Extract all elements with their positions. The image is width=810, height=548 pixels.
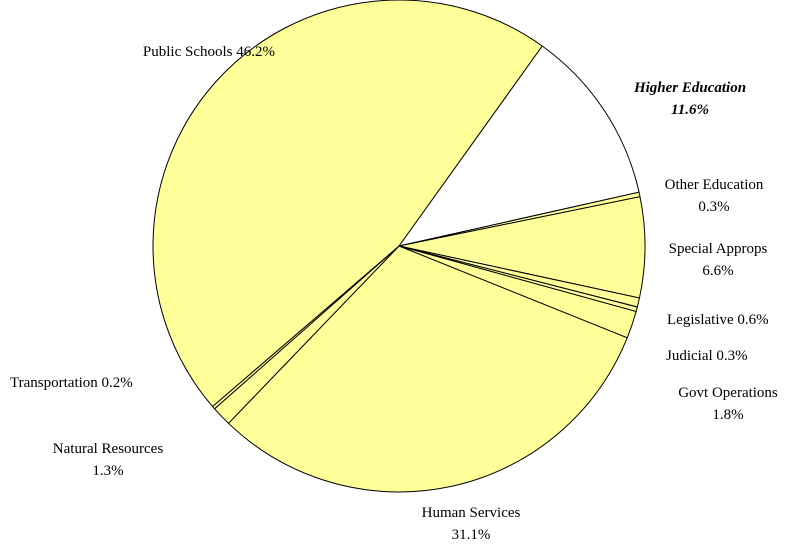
- label-public-schools: Public Schools 46.2%: [143, 41, 275, 63]
- label-human-services-name: Human Services: [421, 505, 521, 521]
- label-other-education-name: Other Education: [664, 177, 764, 193]
- label-public-schools-name: Public Schools: [142, 44, 233, 60]
- label-natural-resources-name: Natural Resources: [52, 441, 164, 457]
- pie-slice-human-services: [227, 245, 628, 493]
- label-judicial: Judicial 0.3%: [666, 345, 748, 367]
- label-transportation-value: 0.2%: [101, 375, 133, 391]
- label-higher-education: Higher Education 11.6%: [610, 77, 770, 121]
- label-legislative-name: Legislative: [667, 312, 734, 328]
- label-transportation-name: Transportation: [10, 375, 98, 391]
- label-natural-resources: Natural Resources 1.3%: [28, 438, 188, 482]
- pie-slice-higher-education: [398, 45, 640, 247]
- label-special-approps: Special Approps 6.6%: [638, 238, 798, 282]
- label-higher-education-name: Higher Education: [633, 80, 747, 96]
- label-legislative-value: 0.6%: [737, 312, 769, 328]
- label-natural-resources-value: 1.3%: [92, 463, 124, 479]
- label-judicial-value: 0.3%: [716, 348, 748, 364]
- pie-slice-public-schools: [152, 0, 543, 407]
- label-other-education: Other Education 0.3%: [634, 174, 794, 218]
- label-other-education-value: 0.3%: [698, 199, 730, 215]
- label-human-services-value: 31.1%: [451, 527, 491, 543]
- label-judicial-name: Judicial: [666, 348, 713, 364]
- label-govt-operations: Govt Operations 1.8%: [648, 382, 808, 426]
- pie-slices: [152, 0, 646, 493]
- label-public-schools-value: 46.2%: [236, 44, 275, 60]
- label-special-approps-value: 6.6%: [702, 263, 734, 279]
- label-legislative: Legislative 0.6%: [667, 309, 769, 331]
- label-human-services: Human Services 31.1%: [391, 502, 551, 546]
- label-govt-operations-value: 1.8%: [712, 407, 744, 423]
- label-govt-operations-name: Govt Operations: [678, 385, 778, 401]
- label-transportation: Transportation 0.2%: [10, 372, 133, 394]
- label-higher-education-value: 11.6%: [671, 102, 709, 118]
- label-special-approps-name: Special Approps: [668, 241, 768, 257]
